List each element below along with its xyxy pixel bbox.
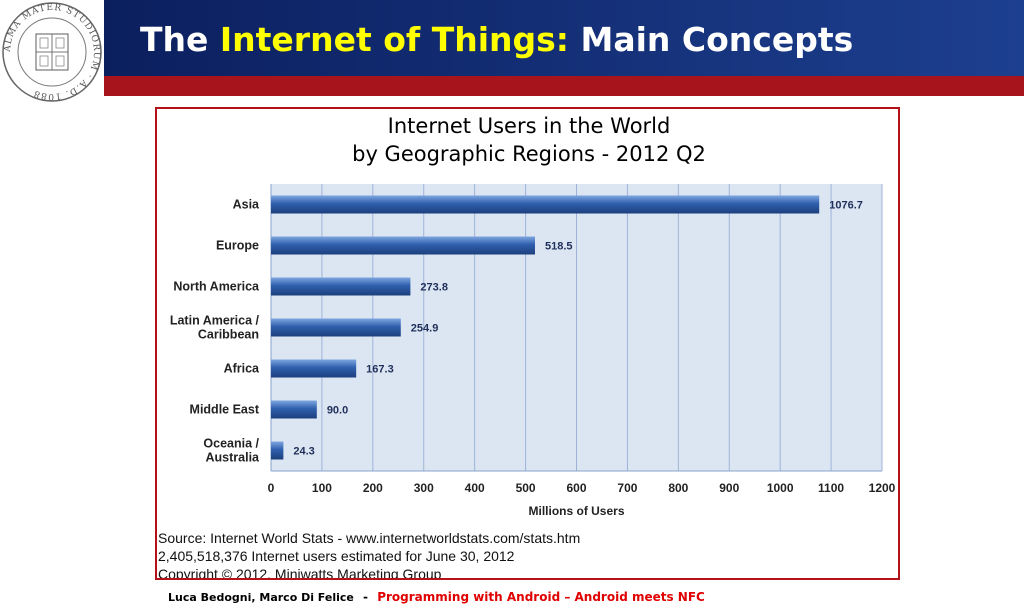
data-label: 167.3 [366,364,394,376]
x-tick-label: 1000 [767,481,794,495]
data-label: 254.9 [411,323,439,335]
bar [271,359,357,378]
data-label: 90.0 [327,405,348,417]
category-label: Africa [224,362,260,376]
slide-title: The Internet of Things: Main Concepts [140,20,853,60]
category-label: Latin America / Caribbean [170,314,260,342]
data-label: 24.3 [293,446,314,458]
x-tick-label: 1100 [818,481,844,495]
title-suffix: Main Concepts [569,20,854,59]
bars: 1076.7 518.5 273.8 254.9 167.3 90.0 24.3 [271,195,863,460]
x-tick-label: 0 [268,481,275,495]
x-tick-label: 600 [566,481,586,495]
x-tick-label: 300 [414,481,434,495]
x-tick-label: 700 [617,481,637,495]
header-accent-bar [104,76,1024,96]
x-tick-labels: 0 100 200 300 400 500 600 700 800 900 1000 1100 1200 [268,481,896,495]
bar [271,236,536,255]
category-label: Europe [216,239,259,253]
x-tick-label: 400 [465,481,485,495]
title-prefix: The [140,20,220,59]
x-tick-label: 800 [668,481,688,495]
x-tick-label: 200 [363,481,383,495]
source-notes: Source: Internet World Stats - www.inter… [158,530,580,578]
x-axis-label: Millions of Users [528,504,624,518]
university-seal-icon: ALMA MATER STUDIORUM · A.D. 1088 [2,2,102,102]
category-label: Oceania / Australia [203,437,260,465]
x-tick-label: 1200 [869,481,896,495]
bar [271,277,411,296]
footer-separator: - [363,590,369,604]
bar [271,441,284,460]
chart-title-line1: Internet Users in the World [388,114,671,138]
title-highlight: Internet of Things: [219,20,570,59]
footer-authors: Luca Bedogni, Marco Di Felice [168,591,354,604]
footer: Luca Bedogni, Marco Di Felice - Programm… [168,590,705,604]
category-label: North America [173,280,260,294]
bar [271,195,820,214]
x-tick-label: 900 [719,481,739,495]
category-label: Middle East [190,403,260,417]
internet-users-bar-chart: Internet Users in the World by Geographi… [158,114,896,578]
category-label: Asia [233,198,260,212]
chart-title-line2: by Geographic Regions - 2012 Q2 [352,142,706,166]
bar [271,400,317,419]
data-label: 1076.7 [829,200,863,212]
bar [271,318,401,337]
x-tick-label: 500 [516,481,536,495]
source-line: 2,405,518,376 Internet users estimated f… [158,548,515,564]
source-line: Source: Internet World Stats - www.inter… [158,530,580,546]
footer-course: Programming with Android – Android meets… [377,590,705,604]
data-label: 273.8 [420,282,448,294]
data-label: 518.5 [545,241,573,253]
source-line: Copyright © 2012, Miniwatts Marketing Gr… [158,566,442,578]
header-bar [104,0,1024,76]
chart-frame: Internet Users in the World by Geographi… [155,107,900,580]
x-tick-label: 100 [312,481,332,495]
category-labels: Asia Europe North America Latin America / Ca… [170,198,260,465]
